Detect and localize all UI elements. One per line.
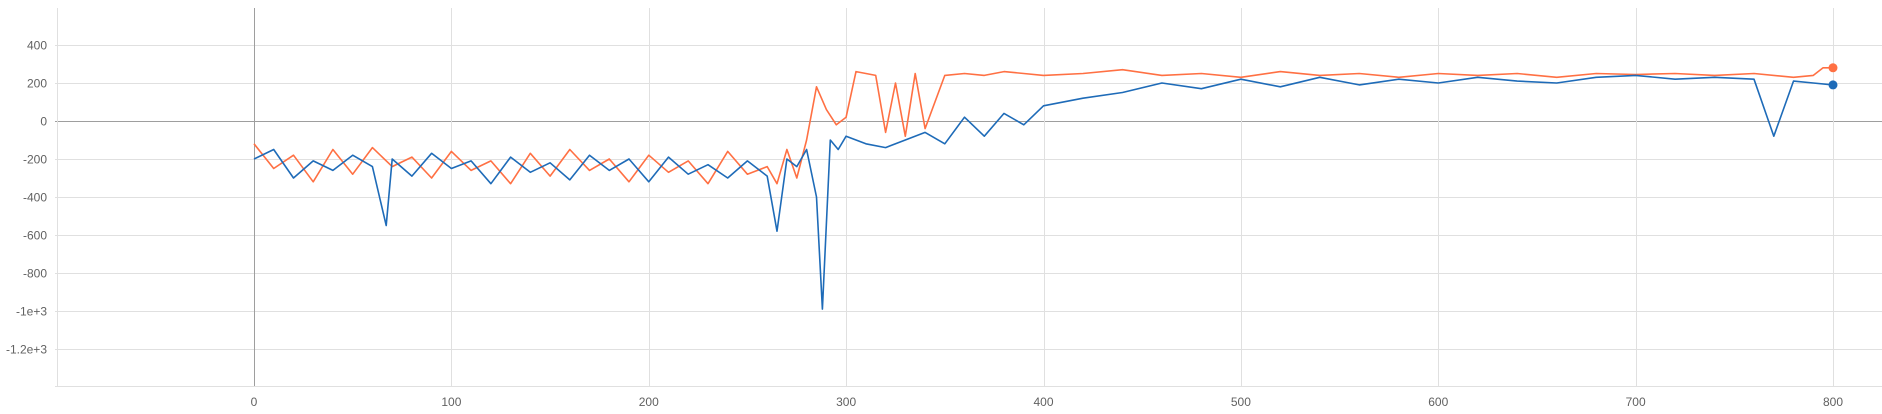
x-tick-label: 400: [1033, 395, 1053, 409]
y-tick-label: 200: [27, 77, 47, 91]
x-tick-label: 0: [251, 395, 258, 409]
x-tick-label: 500: [1231, 395, 1251, 409]
x-axis-tick-labels: 0 100 200 300 400 500 600 700 800: [251, 395, 1844, 409]
series-lines: [253, 67, 1834, 310]
series-end-point-2: [1828, 80, 1838, 90]
y-tick-label: -1e+3: [16, 305, 47, 319]
y-tick-label: -1.2e+3: [6, 343, 47, 357]
x-tick-label: 800: [1823, 395, 1843, 409]
series-line-1: [253, 67, 1833, 185]
y-axis-tick-labels: 400 200 0 -200 -400 -600 -800 -1e+3 -1.2e+3: [6, 39, 47, 357]
series-line-2: [253, 74, 1834, 310]
x-tick-label: 200: [639, 395, 659, 409]
y-tick-label: -600: [23, 229, 47, 243]
series-end-point-1: [1828, 63, 1838, 73]
x-tick-label: 600: [1428, 395, 1448, 409]
x-tick-label: 700: [1626, 395, 1646, 409]
grid-lines: [55, 8, 1882, 386]
y-tick-label: 0: [40, 115, 47, 129]
y-tick-label: -400: [23, 191, 47, 205]
x-tick-label: 100: [441, 395, 461, 409]
y-tick-label: -200: [23, 153, 47, 167]
x-tick-label: 300: [836, 395, 856, 409]
y-tick-label: 400: [27, 39, 47, 53]
series-end-markers: [1828, 63, 1838, 90]
y-tick-label: -800: [23, 267, 47, 281]
